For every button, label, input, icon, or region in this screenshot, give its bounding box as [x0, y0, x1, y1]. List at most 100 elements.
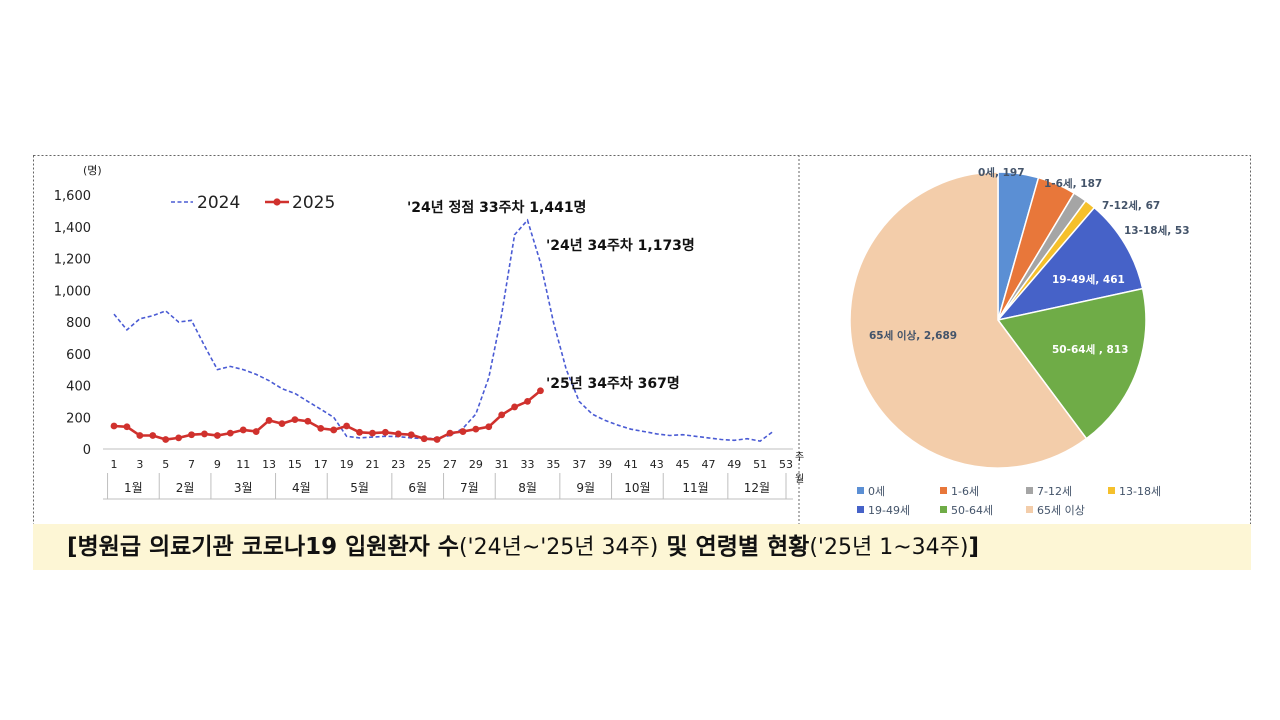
- x-tick-label: 33: [521, 458, 535, 471]
- x-tick-label: 9: [214, 458, 221, 471]
- pie-legend-label: 7-12세: [1037, 485, 1072, 498]
- series-2025-point: [162, 436, 170, 443]
- series-2025-point: [213, 432, 221, 439]
- pie-slice: [849, 171, 1088, 469]
- series-2025-point: [433, 436, 441, 443]
- x-axis-unit: 주: [795, 452, 804, 463]
- pie-legend-label: 19-49세: [868, 504, 910, 517]
- pie-legend-label: 13-18세: [1119, 485, 1161, 498]
- pie-data-label: 50-64세 , 813: [1052, 343, 1128, 356]
- x-tick-label: 31: [495, 458, 509, 471]
- series-2025-point: [524, 397, 531, 405]
- x-tick-label: 41: [624, 458, 638, 471]
- x-tick-label: 43: [650, 458, 664, 471]
- x-tick-label: 21: [365, 458, 379, 471]
- series-2025-point: [381, 428, 389, 436]
- month-label: 10월: [624, 481, 650, 495]
- series-2025-point: [420, 435, 428, 443]
- pie-legend-swatch: [1108, 487, 1115, 494]
- month-label: 3월: [234, 481, 253, 495]
- x-tick-label: 11: [236, 458, 250, 471]
- x-tick-label: 27: [443, 458, 457, 471]
- series-2025-point: [537, 387, 544, 395]
- caption-part3: 및 연령별 현황: [658, 534, 810, 560]
- pie-legend-label: 1-6세: [951, 485, 979, 498]
- y-tick-label: 1,000: [54, 284, 91, 299]
- pie-legend-swatch: [1026, 487, 1033, 494]
- pie-slice: [996, 287, 1147, 440]
- pie-legend-label: 65세 이상: [1037, 504, 1085, 517]
- series-2025-point: [407, 431, 415, 439]
- month-label: 6월: [408, 481, 427, 495]
- y-tick-label: 0: [83, 443, 91, 458]
- series-2025-point: [201, 430, 208, 438]
- pie-data-label: 65세 이상, 2,689: [869, 329, 957, 342]
- caption-band: [33, 524, 1251, 570]
- legend-2025-label: 2025: [292, 193, 335, 213]
- chart-figure: (명) 0 200 400 600 800 1,000 1,200 1,400 1,600 1 3 5 7…: [33, 155, 1251, 570]
- series-2025-point: [446, 429, 454, 437]
- month-label: 1월: [124, 481, 143, 495]
- series-2025-point: [110, 422, 118, 430]
- pie-legend-swatch: [857, 487, 864, 494]
- x-tick-label: 19: [340, 458, 354, 471]
- caption-part4: ('25년 1~34주): [809, 535, 969, 560]
- series-2025-point: [317, 424, 325, 432]
- x-tick-label: 17: [314, 458, 328, 471]
- series-2025-point: [278, 420, 286, 427]
- x-tick-label: 25: [417, 458, 431, 471]
- legend-2024-label: 2024: [197, 193, 240, 213]
- series-2025-point: [265, 417, 273, 424]
- series-2025-point: [498, 411, 506, 419]
- y-tick-label: 1,200: [54, 253, 91, 268]
- pie-slice: [995, 206, 1144, 322]
- y-tick-label: 400: [66, 380, 91, 395]
- chart-annotation: '24년 정점 33주차 1,441명: [407, 199, 586, 216]
- series-2025-point: [136, 432, 144, 439]
- series-2025-point: [226, 429, 234, 437]
- series-2025-point: [304, 417, 312, 425]
- y-tick-label: 600: [66, 348, 91, 363]
- series-2025-point: [175, 434, 183, 442]
- y-tick-label: 800: [66, 316, 91, 331]
- series-2025-point: [356, 428, 363, 436]
- x-tick-label: 13: [262, 458, 276, 471]
- pie-legend-swatch: [940, 506, 947, 513]
- legend-2025-marker: [273, 198, 281, 206]
- series-2025-point: [343, 422, 351, 430]
- pie-data-label: 1-6세, 187: [1044, 177, 1102, 190]
- y-tick-label: 1,400: [54, 221, 91, 236]
- x-tick-label: 49: [727, 458, 741, 471]
- pie-legend-swatch: [940, 487, 947, 494]
- month-label: 8월: [518, 481, 537, 495]
- pie-legend-swatch: [857, 506, 864, 513]
- month-label: 4월: [292, 481, 311, 495]
- x-tick-label: 51: [753, 458, 767, 471]
- series-2025-point: [123, 423, 131, 431]
- x-tick-label: 15: [288, 458, 302, 471]
- month-label: 12월: [744, 481, 770, 495]
- x-tick-label: 39: [598, 458, 612, 471]
- series-2025-point: [188, 431, 195, 439]
- series-2025-point: [459, 428, 467, 435]
- month-label: 11월: [682, 481, 708, 495]
- series-2025-line: [113, 389, 542, 441]
- series-2025-point: [369, 429, 376, 437]
- y-axis-unit: (명): [83, 164, 102, 177]
- x-tick-label: 1: [111, 458, 118, 471]
- x-tick-label: 35: [546, 458, 560, 471]
- y-tick-label: 200: [66, 411, 91, 426]
- month-label: 9월: [576, 481, 595, 495]
- series-2025-point: [291, 416, 299, 424]
- month-axis-unit: 월: [795, 473, 804, 485]
- x-tick-label: 29: [469, 458, 483, 471]
- month-label: 7월: [460, 481, 479, 495]
- series-2025-point: [252, 428, 260, 435]
- pie-data-label: 19-49세, 461: [1052, 273, 1125, 286]
- figure-border: [33, 155, 1251, 570]
- y-tick-label: 1,600: [54, 189, 91, 204]
- series-2025-point: [149, 432, 157, 439]
- pie-legend-label: 50-64세: [951, 504, 993, 517]
- pie-legend-swatch: [1026, 506, 1033, 513]
- pie-data-label: 0세, 197: [978, 166, 1025, 179]
